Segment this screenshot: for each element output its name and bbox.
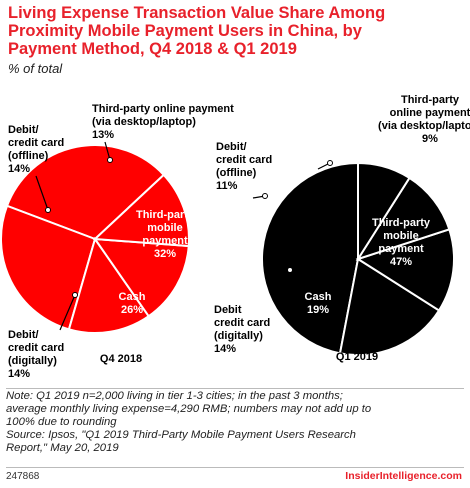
chart-subtitle: % of total — [8, 61, 63, 76]
chart-notes: Note: Q1 2019 n=2,000 living in tier 1-3… — [6, 390, 466, 455]
pie-0-leader-2 — [59, 294, 76, 331]
chart-id: 247868 — [6, 471, 40, 482]
pie-0-caption: Q4 2018 — [100, 353, 142, 365]
pie-1-slice-3 — [355, 176, 451, 261]
pie-0-slice-3 — [92, 237, 190, 318]
pie-1-slice-0 — [261, 161, 359, 355]
divider-bottom — [6, 467, 464, 468]
pie-1-slice-2 — [355, 228, 455, 312]
pie-0-leader-dot-2 — [72, 292, 78, 298]
pie-1-label-3: Debit/credit card (offline) 11% — [216, 141, 272, 192]
pie-0-label-0: Third-party mobile payment 32% — [136, 209, 195, 260]
pie-1-label-1: Cash 19% — [305, 291, 332, 316]
pie-1-slice-4 — [357, 161, 411, 263]
pie-0-leader-dot-3 — [45, 207, 51, 213]
chart-title: Living Expense Transaction Value Share A… — [8, 4, 464, 58]
pie-0-leader-4 — [104, 141, 111, 161]
pie-1-leader-dot-2 — [287, 267, 293, 273]
pie-0-label-3: Debit/credit card (offline) 14% — [8, 124, 64, 175]
source-line-2: Report," May 20, 2019 — [6, 442, 119, 454]
pie-1-slice-1 — [338, 257, 441, 356]
source-line-1: Source: Ipsos, "Q1 2019 Third-Party Mobi… — [6, 429, 356, 441]
pie-0-slice-4 — [92, 173, 190, 248]
pie-1-label-4: Third-party online payment (via desktop/la… — [378, 94, 470, 145]
pie-charts: Third-party mobile payment 32% Cash 26% Debit/… — [0, 94, 470, 380]
pie-1-leader-dot-3 — [262, 193, 268, 199]
pie-0-label-4: Third-party online payment (via desktop/l… — [92, 103, 234, 141]
pie-0-leader-dot-4 — [107, 157, 113, 163]
pie-0-label-2: Debit/credit card (digitally) 14% — [8, 329, 64, 380]
brand-link[interactable]: InsiderIntelligence.com — [345, 470, 462, 482]
title-line-2: Proximity Mobile Payment Users in China,… — [8, 22, 362, 40]
pie-0-slice-1 — [0, 204, 97, 331]
pie-1-caption: Q1 2019 — [336, 351, 378, 363]
pie-0-slice-2 — [67, 236, 151, 334]
title-line-1: Living Expense Transaction Value Share A… — [8, 4, 386, 22]
note-line-1: Note: Q1 2019 n=2,000 living in tier 1-3… — [6, 390, 343, 402]
pie-0-label-1: Cash 26% — [119, 291, 146, 316]
pie-1-label-2: Debit credit card (digitally) 14% — [214, 304, 270, 355]
pie-1-leader-2 — [277, 269, 291, 293]
pie-0-slice-0 — [5, 144, 166, 241]
title-line-3: Payment Method, Q4 2018 & Q1 2019 — [8, 40, 297, 58]
divider-top — [6, 388, 464, 389]
note-line-3: 100% due to rounding — [6, 416, 117, 428]
pie-1-leader-dot-4 — [327, 160, 333, 166]
pie-1-label-0: Third-party mobile payment 47% — [372, 217, 431, 268]
pie-0-leader-3 — [35, 175, 49, 211]
note-line-2: average monthly living expense=4,290 RMB… — [6, 403, 372, 415]
